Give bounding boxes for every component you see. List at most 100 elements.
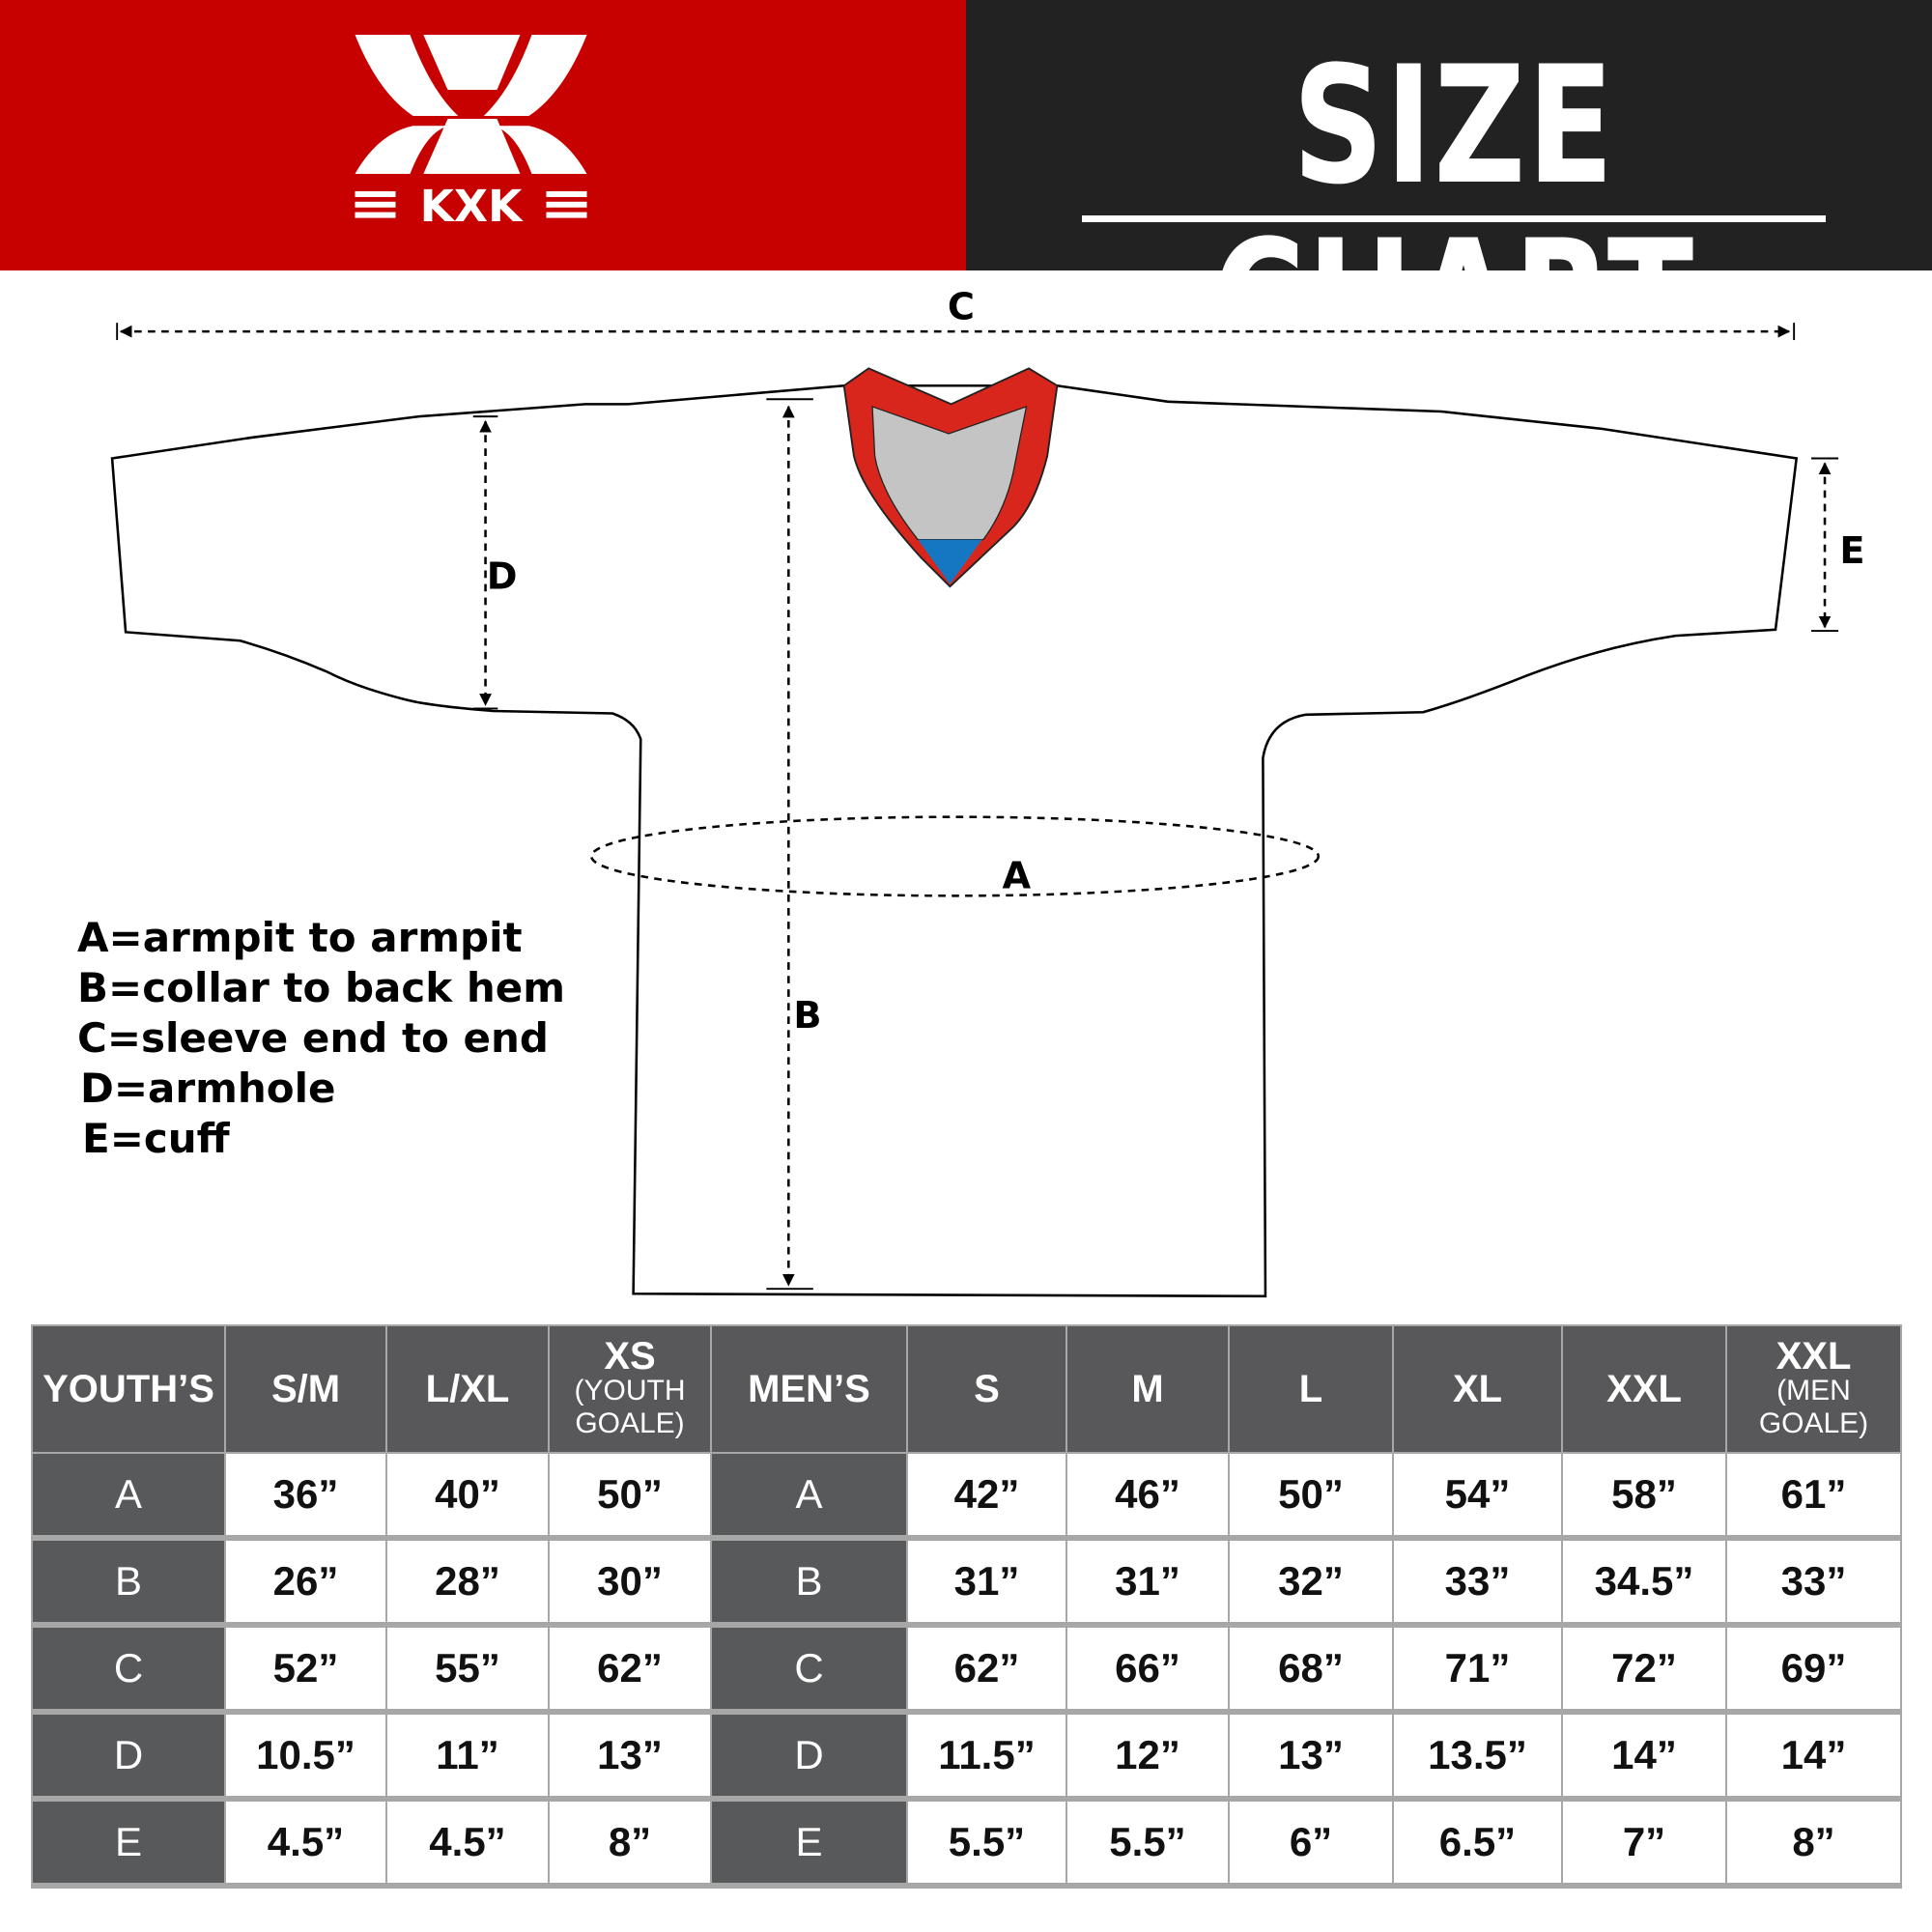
row-label: C <box>31 1624 226 1715</box>
row-label: C <box>710 1624 908 1715</box>
measurement-cell: 11.5” <box>906 1711 1067 1802</box>
measurement-cell: 54” <box>1392 1452 1563 1541</box>
table-row: C 52” 55” 62” C 62” 66” 68” 71” 72” 69” <box>31 1624 1902 1715</box>
measurement-cell: 31” <box>1065 1537 1230 1628</box>
row-label: E <box>31 1798 226 1889</box>
column-header-label: L/XL <box>425 1368 510 1410</box>
legend-item-a: A=armpit to armpit <box>77 914 523 961</box>
measurement-cell: 62” <box>548 1624 712 1715</box>
table-row: E 4.5” 4.5” 8” E 5.5” 5.5” 6” 6.5” 7” 8” <box>31 1798 1902 1889</box>
measurement-cell: 6.5” <box>1392 1798 1563 1889</box>
measurement-cell: 14” <box>1725 1711 1902 1802</box>
measurement-cell: 10.5” <box>224 1711 387 1802</box>
collar-inner <box>871 405 1028 541</box>
column-header: MEN’S <box>710 1324 908 1454</box>
measurement-cell: 33” <box>1725 1537 1902 1628</box>
column-header-label: XXL <box>1606 1368 1682 1410</box>
column-header: XXL <box>1561 1324 1727 1454</box>
measurement-cell: 13” <box>1228 1711 1394 1802</box>
column-header: S <box>906 1324 1067 1454</box>
measurement-cell: 40” <box>385 1452 550 1541</box>
measurement-cell: 12” <box>1065 1711 1230 1802</box>
column-header: YOUTH’S <box>31 1324 226 1454</box>
measurement-cell: 72” <box>1561 1624 1727 1715</box>
column-header: L <box>1228 1324 1394 1454</box>
column-header: XXL (MEN GOALE) <box>1725 1324 1902 1454</box>
measurement-cell: 32” <box>1228 1537 1394 1628</box>
label-a: A <box>1002 855 1031 898</box>
page-title: SIZE CHART <box>1212 31 1695 394</box>
measurement-cell: 6” <box>1228 1798 1394 1889</box>
label-e: E <box>1839 529 1864 573</box>
measurement-cell: 8” <box>1725 1798 1902 1889</box>
column-header-label: MEN’S <box>748 1368 870 1410</box>
measurement-cell: 66” <box>1065 1624 1230 1715</box>
column-header-label: XL <box>1452 1368 1503 1410</box>
measurement-cell: 13.5” <box>1392 1711 1563 1802</box>
measurement-cell: 62” <box>906 1624 1067 1715</box>
measurement-cell: 31” <box>906 1537 1067 1628</box>
legend-item-b: B=collar to back hem <box>77 964 565 1011</box>
column-header-label: S/M <box>270 1368 341 1410</box>
table-row: A 36” 40” 50” A 42” 46” 50” 54” 58” 61” <box>31 1452 1902 1541</box>
row-label: D <box>31 1711 226 1802</box>
column-header-label: S <box>974 1368 1000 1410</box>
column-header: M <box>1065 1324 1230 1454</box>
measurement-cell: 5.5” <box>1065 1798 1230 1889</box>
measurement-cell: 4.5” <box>385 1798 550 1889</box>
column-header-label: XS <box>604 1335 656 1378</box>
column-header-label: L <box>1298 1368 1323 1410</box>
measurement-cell: 8” <box>548 1798 712 1889</box>
column-header-label: XXL <box>1776 1335 1852 1378</box>
measurement-cell: 14” <box>1561 1711 1727 1802</box>
row-label: A <box>31 1452 226 1541</box>
label-b: B <box>793 994 821 1037</box>
measurement-cell: 61” <box>1725 1452 1902 1541</box>
measurement-cell: 50” <box>548 1452 712 1541</box>
measurement-cell: 50” <box>1228 1452 1394 1541</box>
measurement-cell: 7” <box>1561 1798 1727 1889</box>
measurement-cell: 30” <box>548 1537 712 1628</box>
row-label: D <box>710 1711 908 1802</box>
title-header <box>966 0 1932 270</box>
row-label: B <box>710 1537 908 1628</box>
row-label: A <box>710 1452 908 1541</box>
column-header: XL <box>1392 1324 1563 1454</box>
table-header-row: YOUTH’S S/M L/XL XS (YOUTH GOALE) MEN’S S M L XL X… <box>31 1324 1902 1454</box>
measurement-cell: 68” <box>1228 1624 1394 1715</box>
column-header: XS (YOUTH GOALE) <box>548 1324 712 1454</box>
jersey-outline <box>110 384 1799 1298</box>
legend-item-d: D=armhole <box>80 1065 336 1112</box>
column-header: L/XL <box>385 1324 550 1454</box>
legend-item-e: E=cuff <box>82 1115 230 1162</box>
label-d: D <box>487 555 518 599</box>
measurement-cell: 46” <box>1065 1452 1230 1541</box>
measurement-cell: 71” <box>1392 1624 1563 1715</box>
measurement-cell: 28” <box>385 1537 550 1628</box>
brand-wordmark: KXK <box>420 181 524 232</box>
measurement-cell: 13” <box>548 1711 712 1802</box>
size-table: YOUTH’S S/M L/XL XS (YOUTH GOALE) MEN’S S M L XL X… <box>31 1324 1902 1889</box>
column-header-sublabel: (YOUTH GOALE) <box>574 1375 686 1439</box>
table-row: D 10.5” 11” 13” D 11.5” 12” 13” 13.5” 14” 14” <box>31 1711 1902 1802</box>
measurement-cell: 34.5” <box>1561 1537 1727 1628</box>
measurement-cell: 36” <box>224 1452 387 1541</box>
measure-a-line <box>589 815 1321 897</box>
collar-tip <box>918 539 982 584</box>
column-header-label: YOUTH’S <box>43 1368 214 1410</box>
column-header-label: M <box>1131 1368 1164 1410</box>
measurement-cell: 5.5” <box>906 1798 1067 1889</box>
measurement-cell: 11” <box>385 1711 550 1802</box>
measurement-cell: 55” <box>385 1624 550 1715</box>
row-label: B <box>31 1537 226 1628</box>
label-c: C <box>948 285 975 328</box>
title-underline <box>1082 215 1826 222</box>
column-header-sublabel: (MEN GOALE) <box>1758 1375 1869 1439</box>
measurement-cell: 58” <box>1561 1452 1727 1541</box>
table-row: B 26” 28” 30” B 31” 31” 32” 33” 34.5” 33” <box>31 1537 1902 1628</box>
measurement-cell: 33” <box>1392 1537 1563 1628</box>
measurement-cell: 42” <box>906 1452 1067 1541</box>
measurement-cell: 69” <box>1725 1624 1902 1715</box>
